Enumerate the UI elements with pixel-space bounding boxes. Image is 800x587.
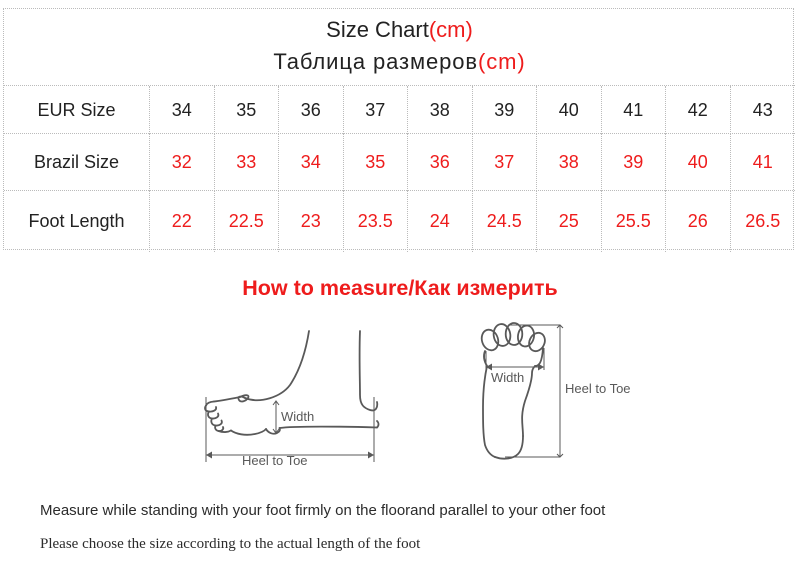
svg-text:Width: Width (281, 409, 314, 424)
svg-text:Heel to Toe: Heel to Toe (565, 381, 631, 396)
svg-text:Width: Width (491, 370, 524, 385)
svg-text:Heel to Toe: Heel to Toe (242, 453, 308, 468)
